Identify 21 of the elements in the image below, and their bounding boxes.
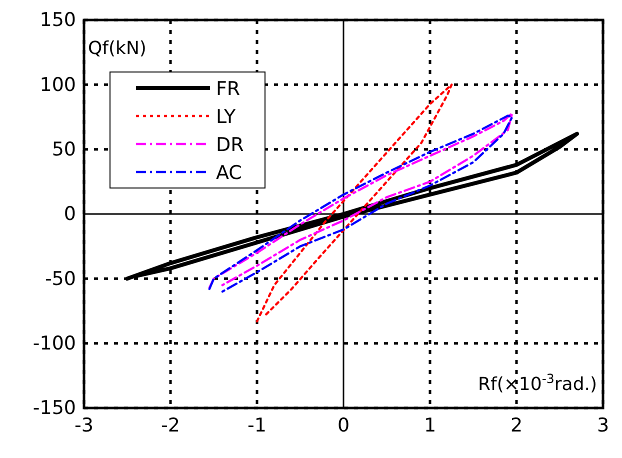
y-tick-label: 100 (40, 74, 76, 96)
legend-label: AC (216, 162, 242, 184)
line-series (256, 84, 453, 322)
y-tick-label: -50 (44, 268, 76, 290)
y-tick-label: 0 (64, 203, 76, 226)
y-tick-label: -100 (32, 332, 76, 354)
y-tick-label: 50 (52, 138, 76, 160)
x-tick-label: 2 (510, 414, 523, 436)
y-tick-label: -150 (32, 397, 76, 420)
x-tick-label: 0 (337, 414, 350, 436)
y-axis-title: Qf(kN) (88, 38, 146, 59)
x-tick-label: -2 (161, 414, 180, 436)
x-axis-title: Rf(×10$^{-3}$rad.) (478, 370, 597, 395)
x-tick-label: 1 (424, 414, 436, 436)
legend-label: DR (216, 134, 244, 156)
legend-label: LY (216, 106, 236, 128)
x-tick-label: -3 (74, 414, 94, 436)
legend-label: FR (216, 78, 240, 100)
x-tick-label: -1 (248, 414, 266, 436)
y-tick-label: 150 (40, 9, 76, 32)
x-tick-label: 3 (596, 414, 610, 436)
